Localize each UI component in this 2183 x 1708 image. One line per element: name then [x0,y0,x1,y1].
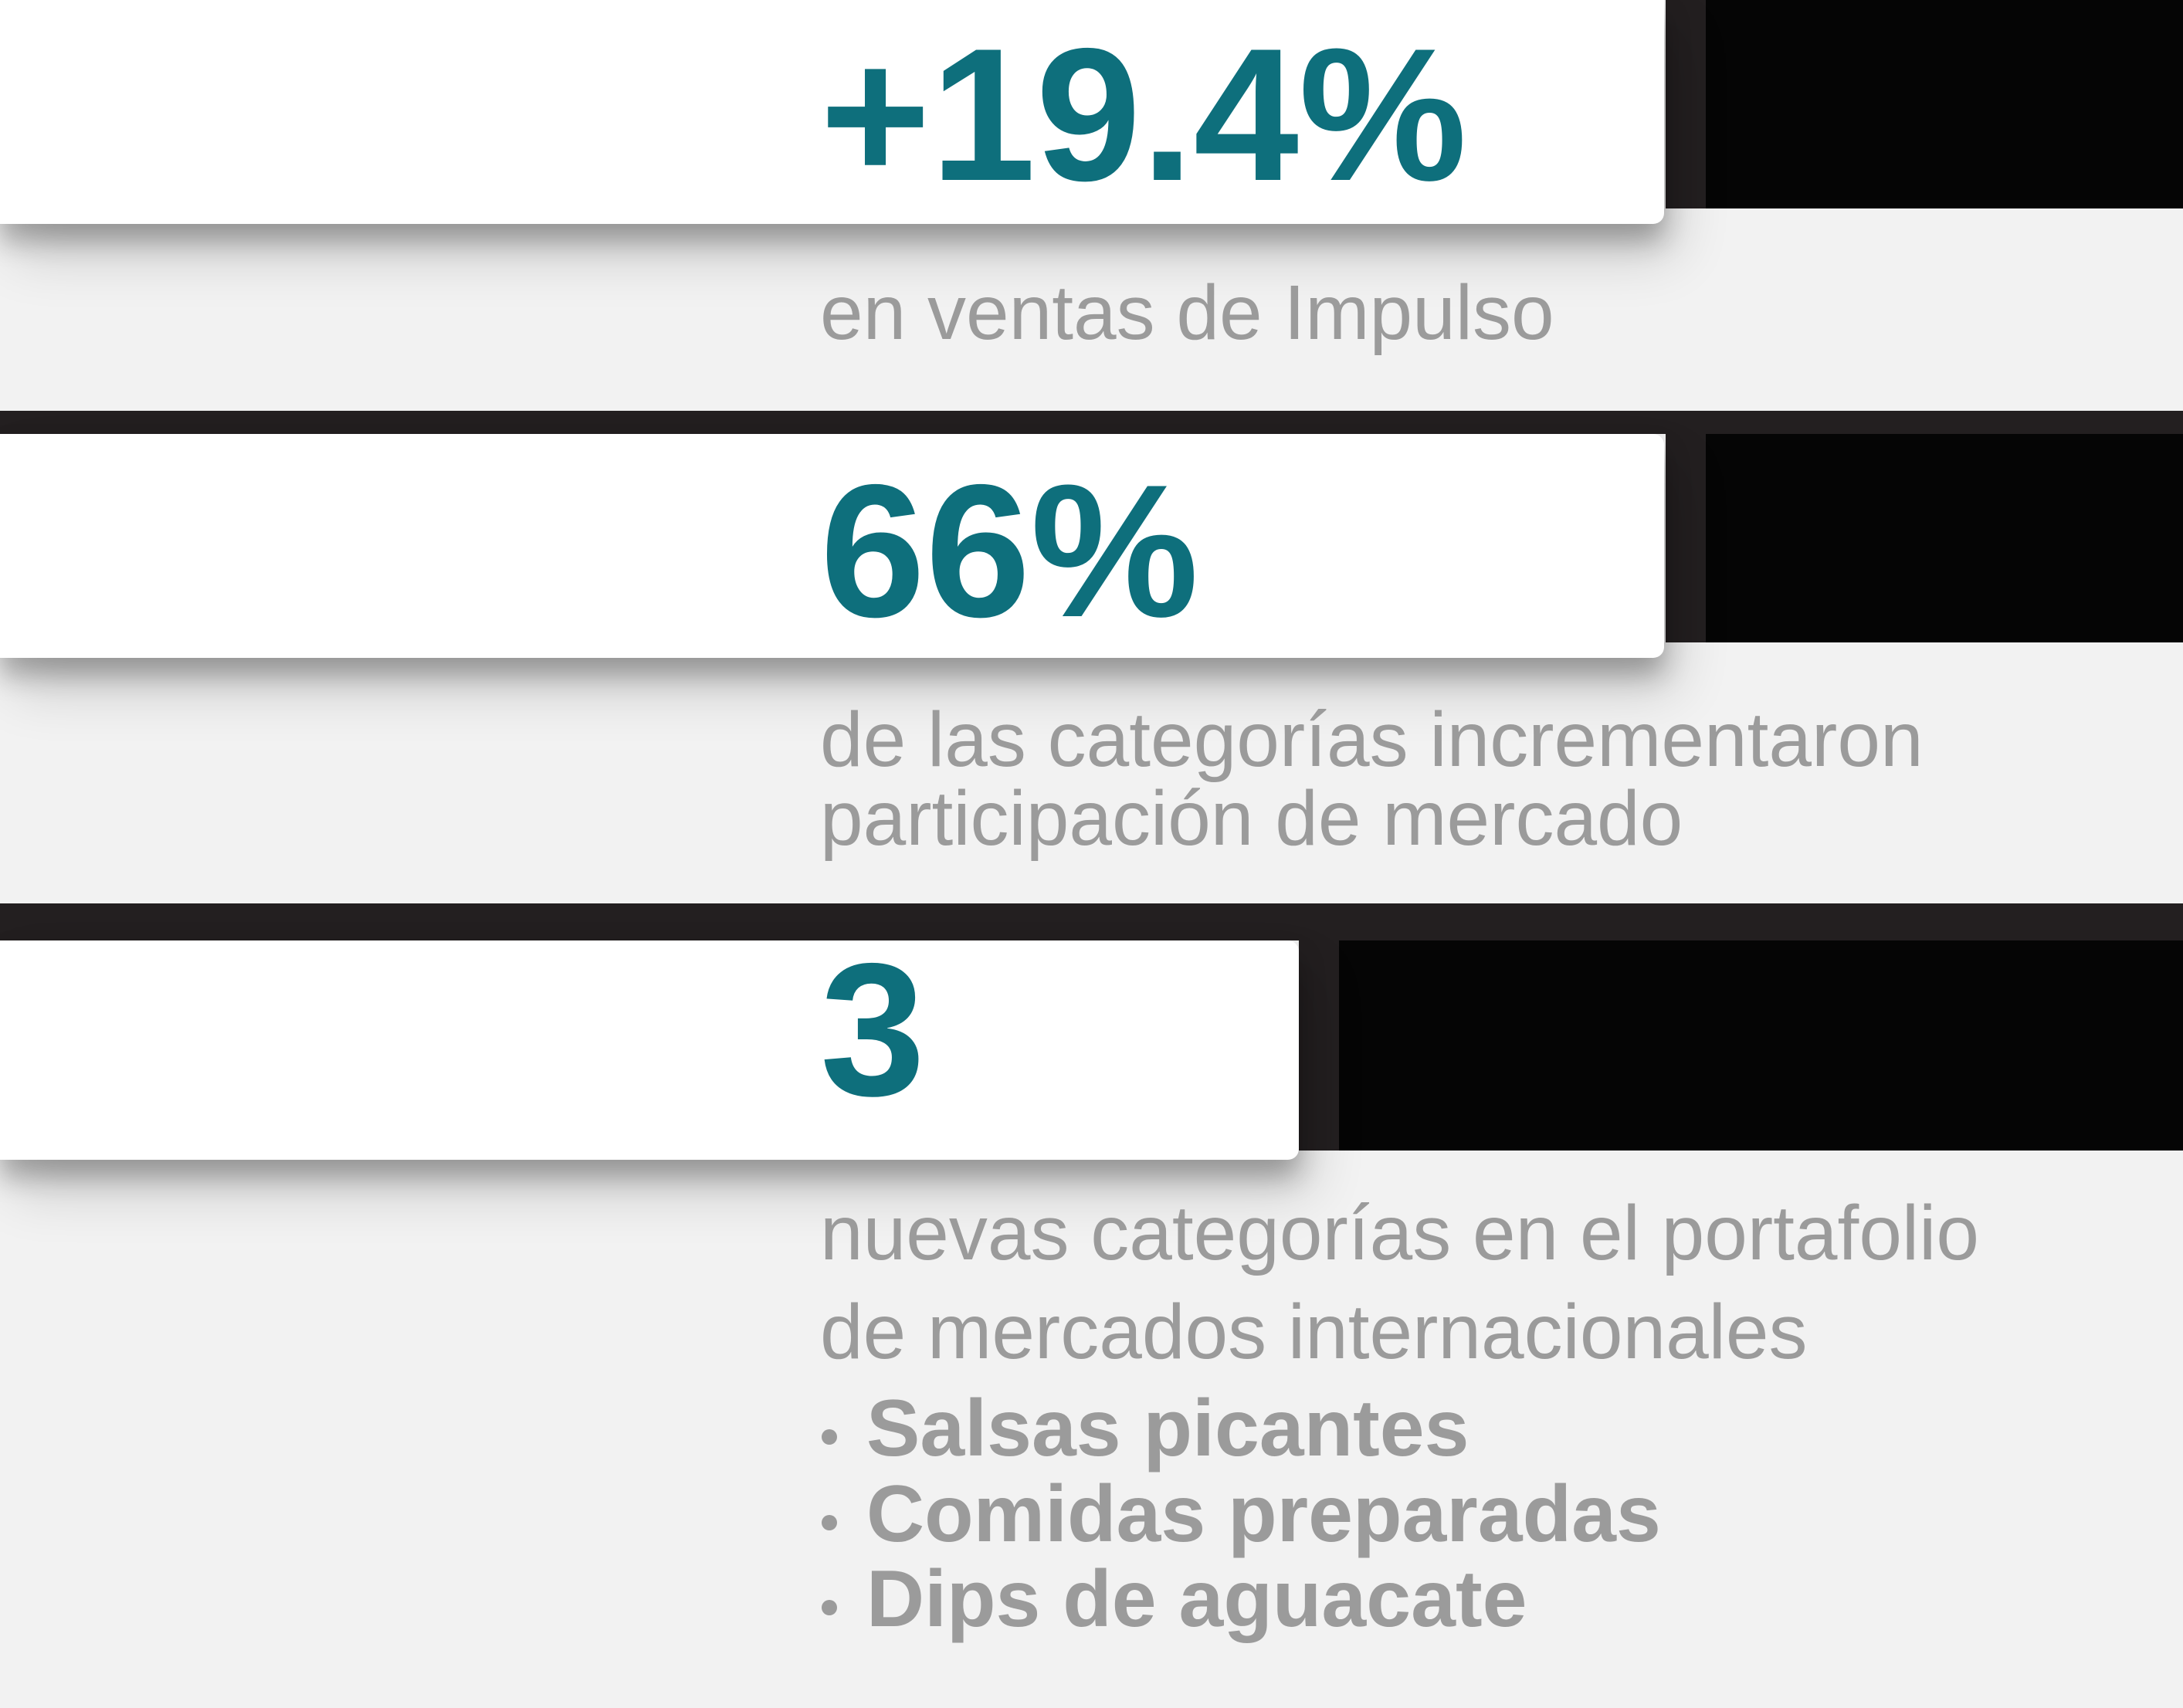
stat-value-nuevas-categorias: 3 [820,923,926,1135]
stat-caption-categorias-line1: de las categorías incrementaron [820,696,1924,783]
bullet-item-dips: Dips de aguacate [866,1554,1527,1644]
stat-value-categorias: 66% [820,445,1199,656]
stat-caption-categorias-line2: participación de mercado [820,775,1683,862]
divider-strip-1 [0,411,2183,434]
bullet-dot-icon [822,1429,837,1445]
stat-caption-nuevas-line1: nuevas categorías en el portafolio [820,1190,1979,1276]
accent-block-1 [1666,0,2183,208]
stat-caption-impulso: en ventas de Impulso [820,269,1554,356]
accent-block-2 [1666,434,2183,642]
divider-strip-2 [0,903,2183,940]
accent-block-3 [1299,940,2183,1151]
bullet-dot-icon [822,1515,837,1530]
bullet-item-comidas: Comidas preparadas [866,1469,1661,1559]
stat-card-categorias [0,434,1664,658]
stat-caption-nuevas-line2: de mercados internacionales [820,1289,1808,1375]
stat-value-impulso: +19.4% [820,8,1467,220]
bullet-item-salsas: Salsas picantes [866,1384,1469,1473]
stat-card-nuevas-categorias [0,940,1299,1160]
bullet-dot-icon [822,1600,837,1615]
stat-card-impulso [0,0,1664,224]
